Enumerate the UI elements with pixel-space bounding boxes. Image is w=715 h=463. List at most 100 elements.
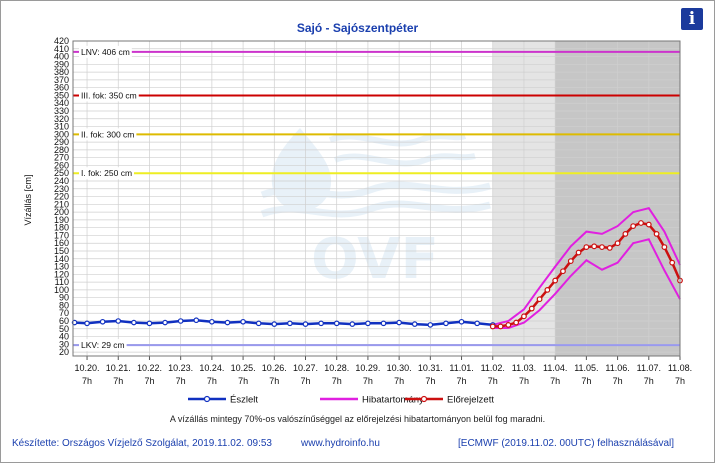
footer-website-link[interactable]: www.hydroinfo.hu	[301, 438, 380, 449]
forecast-point	[622, 230, 629, 237]
x-tick-time: 7h	[425, 376, 435, 386]
level-label: LKV: 29 cm	[81, 340, 125, 350]
observed-point	[396, 319, 402, 326]
y-tick-label: 400	[54, 52, 69, 62]
x-tick-time: 7h	[332, 376, 342, 386]
x-tick-date: 10.20.	[75, 363, 100, 373]
observed-point	[271, 321, 278, 327]
forecast-point	[661, 244, 668, 251]
y-tick-label: 270	[54, 153, 69, 163]
observed-point	[365, 320, 371, 327]
observed-point	[349, 321, 356, 327]
y-tick-label: 300	[54, 129, 69, 139]
forecast-point	[645, 221, 652, 228]
observed-point	[209, 318, 215, 325]
y-tick-label: 130	[54, 262, 69, 272]
level-label: III. fok: 350 cm	[81, 90, 137, 100]
x-tick-time: 7h	[207, 376, 217, 386]
x-tick-time: 7h	[144, 376, 154, 386]
level-label-background	[79, 89, 139, 102]
y-tick-label: 140	[54, 254, 69, 264]
x-tick-time: 7h	[613, 376, 623, 386]
y-tick-label: 340	[54, 98, 69, 108]
chart-legend: Észlelt Hibatartomány Előrejelzett	[188, 395, 494, 406]
y-tick-label: 250	[54, 168, 69, 178]
ovf-watermark: OVF	[260, 128, 491, 292]
y-axis-label: Vízállás [cm]	[23, 174, 33, 225]
y-tick-label: 170	[54, 230, 69, 240]
info-icon[interactable]: i	[681, 8, 703, 30]
x-tick-date: 10.22.	[137, 363, 162, 373]
x-tick-time: 7h	[363, 376, 373, 386]
forecast-point	[653, 230, 660, 237]
y-tick-label: 210	[54, 199, 69, 209]
forecast-point	[583, 244, 590, 251]
observed-point	[287, 320, 293, 327]
y-tick-label: 20	[59, 347, 69, 357]
forecast-point	[497, 323, 504, 330]
x-tick-time: 7h	[519, 376, 529, 386]
y-tick-label: 50	[59, 324, 69, 334]
y-tick-label: 160	[54, 238, 69, 248]
y-tick-label: 320	[54, 114, 69, 124]
watermark-text: OVF	[311, 227, 439, 292]
x-tick-time: 7h	[176, 376, 186, 386]
forecast-point	[536, 296, 543, 303]
x-tick-date: 10.31.	[418, 363, 443, 373]
observed-point	[255, 320, 262, 327]
x-tick-time: 7h	[269, 376, 279, 386]
chart-axes: 2030405060708090100110120130140150160170…	[54, 36, 692, 386]
footer-credit: Készítette: Országos Vízjelző Szolgálat,…	[12, 438, 272, 449]
x-tick-date: 10.30.	[387, 363, 412, 373]
forecast-point	[669, 259, 676, 266]
level-label: II. fok: 300 cm	[81, 129, 134, 139]
x-tick-date: 10.24.	[199, 363, 224, 373]
x-tick-time: 7h	[550, 376, 560, 386]
forecast-point	[614, 240, 621, 247]
x-tick-date: 10.27.	[293, 363, 318, 373]
footer: Készítette: Országos Vízjelző Szolgálat,…	[12, 438, 702, 452]
level-label: I. fok: 250 cm	[81, 168, 132, 178]
forecast-point	[560, 268, 566, 275]
forecast-point	[513, 319, 520, 326]
x-tick-date: 11.07.	[637, 363, 661, 373]
level-label-background	[79, 128, 137, 141]
y-tick-label: 230	[54, 184, 69, 194]
x-tick-time: 7h	[488, 376, 498, 386]
error-band-lower-line	[492, 238, 681, 329]
x-tick-date: 11.03.	[512, 363, 536, 373]
y-tick-label: 180	[54, 223, 69, 233]
observed-point	[99, 318, 106, 325]
x-tick-date: 10.21.	[106, 363, 131, 373]
observed-point	[84, 320, 90, 327]
observed-point	[115, 318, 122, 324]
x-tick-time: 7h	[300, 376, 310, 386]
observed-point	[240, 318, 246, 325]
x-tick-date: 11.01.	[449, 363, 473, 373]
y-tick-label: 380	[54, 67, 69, 77]
legend-item-forecast-label: Előrejelzett	[447, 395, 494, 406]
forecast-point	[575, 249, 582, 256]
observed-point	[131, 319, 137, 326]
observed-point	[333, 320, 340, 327]
legend-item-forecast-marker	[420, 395, 428, 403]
footer-source: [ECMWF (2019.11.02. 00UTC) felhasználásá…	[458, 438, 675, 449]
forecast-point	[567, 258, 574, 265]
level-label-background	[79, 45, 132, 58]
y-tick-label: 110	[55, 277, 69, 287]
x-tick-time: 7h	[457, 376, 467, 386]
y-tick-label: 410	[54, 44, 69, 54]
x-tick-date: 10.23.	[168, 363, 193, 373]
observed-point	[302, 321, 309, 327]
observed-point	[162, 319, 168, 326]
x-tick-time: 7h	[113, 376, 123, 386]
y-tick-label: 90	[59, 293, 69, 303]
y-tick-label: 120	[54, 269, 69, 279]
level-label-background	[79, 167, 135, 180]
x-tick-date: 11.06.	[605, 363, 629, 373]
y-tick-label: 70	[59, 308, 69, 318]
observed-point	[443, 320, 449, 327]
legend-item-observed-label: Észlelt	[230, 395, 258, 406]
x-tick-time: 7h	[394, 376, 404, 386]
